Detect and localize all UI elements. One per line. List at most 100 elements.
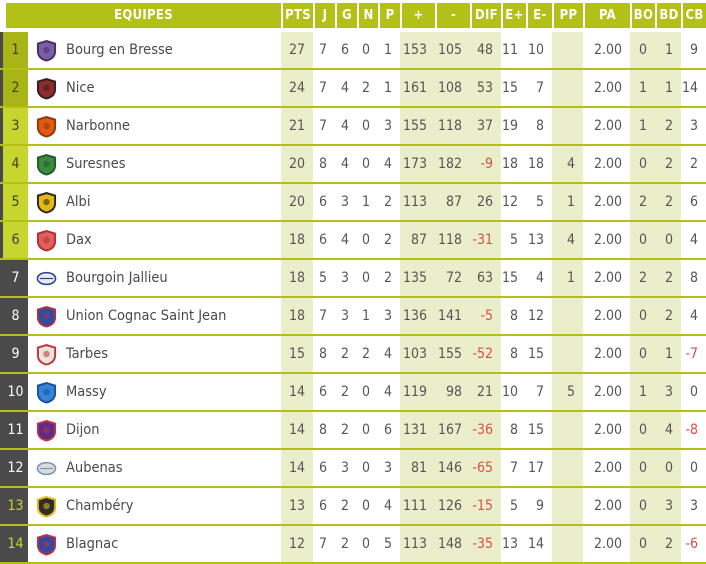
stat-cell: 4 <box>383 156 392 172</box>
stat-cell: 0 <box>630 146 655 182</box>
stat-cell: 10 <box>501 384 518 400</box>
team-cell[interactable]: Blagnac <box>28 526 281 562</box>
stat-cell: 2.00 <box>593 536 622 552</box>
stat-cell: 1 <box>630 70 655 106</box>
team-cell[interactable]: Union Cognac Saint Jean <box>28 298 281 334</box>
team-name: Dax <box>66 232 92 248</box>
stat-cell: 2 <box>340 384 349 400</box>
team-cell[interactable]: Chambéry <box>28 488 281 524</box>
stat-cell: 14 <box>527 536 544 552</box>
team-cell[interactable]: Massy <box>28 374 281 410</box>
team-cell[interactable]: Dijon <box>28 412 281 448</box>
stat-cell: 13 <box>501 536 518 552</box>
stat-cell: 3 <box>340 194 349 210</box>
stat-cell: 98 <box>435 374 470 410</box>
table-row: 11 Dijon 14 8 2 0 6 131 167 -36 8 15 2.00 0 4 -8 <box>0 412 706 450</box>
stat-cell: 0 <box>361 536 370 552</box>
stat-cell: 141 <box>435 298 470 334</box>
team-crest-icon <box>36 381 57 403</box>
table-row: 6 Dax 18 6 4 0 2 87 118 -31 5 13 4 2.00 0 0 4 <box>0 222 706 260</box>
stat-cell: 15 <box>501 270 518 286</box>
table-row: 3 Narbonne 21 7 4 0 3 155 118 37 19 8 2.00 1 2 3 <box>0 108 706 146</box>
stat-cell: 2 <box>340 498 349 514</box>
team-cell[interactable]: Dax <box>28 222 281 258</box>
stat-cell: 2.00 <box>593 42 622 58</box>
team-cell[interactable]: Tarbes <box>28 336 281 372</box>
stat-cell: -9 <box>470 146 501 182</box>
stat-cell: 1 <box>655 32 681 68</box>
team-cell[interactable]: Narbonne <box>28 108 281 144</box>
stat-cell: -15 <box>470 488 501 524</box>
rank-cell: 7 <box>0 260 28 296</box>
team-cell[interactable]: Nice <box>28 70 281 106</box>
stat-cell: 19 <box>501 118 518 134</box>
team-cell[interactable]: Bourg en Bresse <box>28 32 281 68</box>
stat-cell: 146 <box>435 450 470 486</box>
stat-cell: 18 <box>527 156 544 172</box>
team-crest-icon <box>36 305 57 327</box>
stat-cell: 136 <box>400 298 435 334</box>
stat-cell: 7 <box>318 80 327 96</box>
table-row: 4 Suresnes 20 8 4 0 4 173 182 -9 18 18 4 2.00 0 2 2 <box>0 146 706 184</box>
stat-cell: 1 <box>361 194 370 210</box>
stat-cell <box>552 526 583 562</box>
stat-cell: 118 <box>435 222 470 258</box>
team-name: Nice <box>66 80 95 96</box>
stat-cell: 0 <box>361 422 370 438</box>
header-p: P <box>378 3 400 28</box>
team-cell[interactable]: Suresnes <box>28 146 281 182</box>
stat-cell: 14 <box>681 80 698 96</box>
team-crest-icon <box>36 191 57 213</box>
stat-cell: 131 <box>400 412 435 448</box>
stat-cell <box>552 108 583 144</box>
stat-cell: 6 <box>318 460 327 476</box>
rank-cell: 13 <box>0 488 28 524</box>
team-name: Dijon <box>66 422 100 438</box>
stat-cell: 12 <box>281 526 313 562</box>
team-cell[interactable]: Albi <box>28 184 281 220</box>
stat-cell: 14 <box>281 412 313 448</box>
stat-cell: 2 <box>361 80 370 96</box>
header-e-: E- <box>526 3 552 28</box>
stat-cell: 9 <box>535 498 544 514</box>
table-row: 14 Blagnac 12 7 2 0 5 113 148 -35 13 14 2.00 0 2 -6 <box>0 526 706 564</box>
team-name: Suresnes <box>66 156 126 172</box>
stat-cell: 2 <box>655 108 681 144</box>
stat-cell: 7 <box>318 42 327 58</box>
stat-cell: 5 <box>318 270 327 286</box>
stat-cell: 7 <box>535 80 544 96</box>
stat-cell: 2 <box>383 194 392 210</box>
stat-cell: 3 <box>340 460 349 476</box>
rank-cell: 10 <box>0 374 28 410</box>
team-name: Massy <box>66 384 107 400</box>
table-row: 8 Union Cognac Saint Jean 18 7 3 1 3 136 141 -5 8 1… <box>0 298 706 336</box>
team-crest-icon <box>36 533 57 555</box>
stat-cell: 10 <box>527 42 544 58</box>
stat-cell: 4 <box>552 146 583 182</box>
stat-cell: 0 <box>630 298 655 334</box>
team-crest-icon <box>36 39 57 61</box>
stat-cell: 7 <box>535 384 544 400</box>
rank-cell: 14 <box>0 526 28 562</box>
stat-cell: 2 <box>383 270 392 286</box>
team-crest-icon <box>36 115 57 137</box>
table-row: 2 Nice 24 7 4 2 1 161 108 53 15 7 2.00 1 1 14 <box>0 70 706 108</box>
stat-cell: 81 <box>400 450 435 486</box>
header-dif: DIF <box>470 3 501 28</box>
team-cell[interactable]: Bourgoin Jallieu <box>28 260 281 296</box>
stat-cell: -6 <box>685 536 698 552</box>
table-row: 12 Aubenas 14 6 3 0 3 81 146 -65 7 17 2.00 0 0 0 <box>0 450 706 488</box>
team-crest-icon <box>36 461 57 475</box>
stat-cell: 14 <box>281 450 313 486</box>
stat-cell: 0 <box>630 450 655 486</box>
stat-cell: 2.00 <box>593 308 622 324</box>
stat-cell: 3 <box>340 270 349 286</box>
stat-cell: 7 <box>318 308 327 324</box>
stat-cell: 5 <box>509 498 518 514</box>
stat-cell: 0 <box>630 412 655 448</box>
stat-cell: 8 <box>535 118 544 134</box>
stat-cell: 2.00 <box>593 384 622 400</box>
stat-cell: 17 <box>527 460 544 476</box>
team-cell[interactable]: Aubenas <box>28 450 281 486</box>
header-pts: PTS <box>281 3 313 28</box>
